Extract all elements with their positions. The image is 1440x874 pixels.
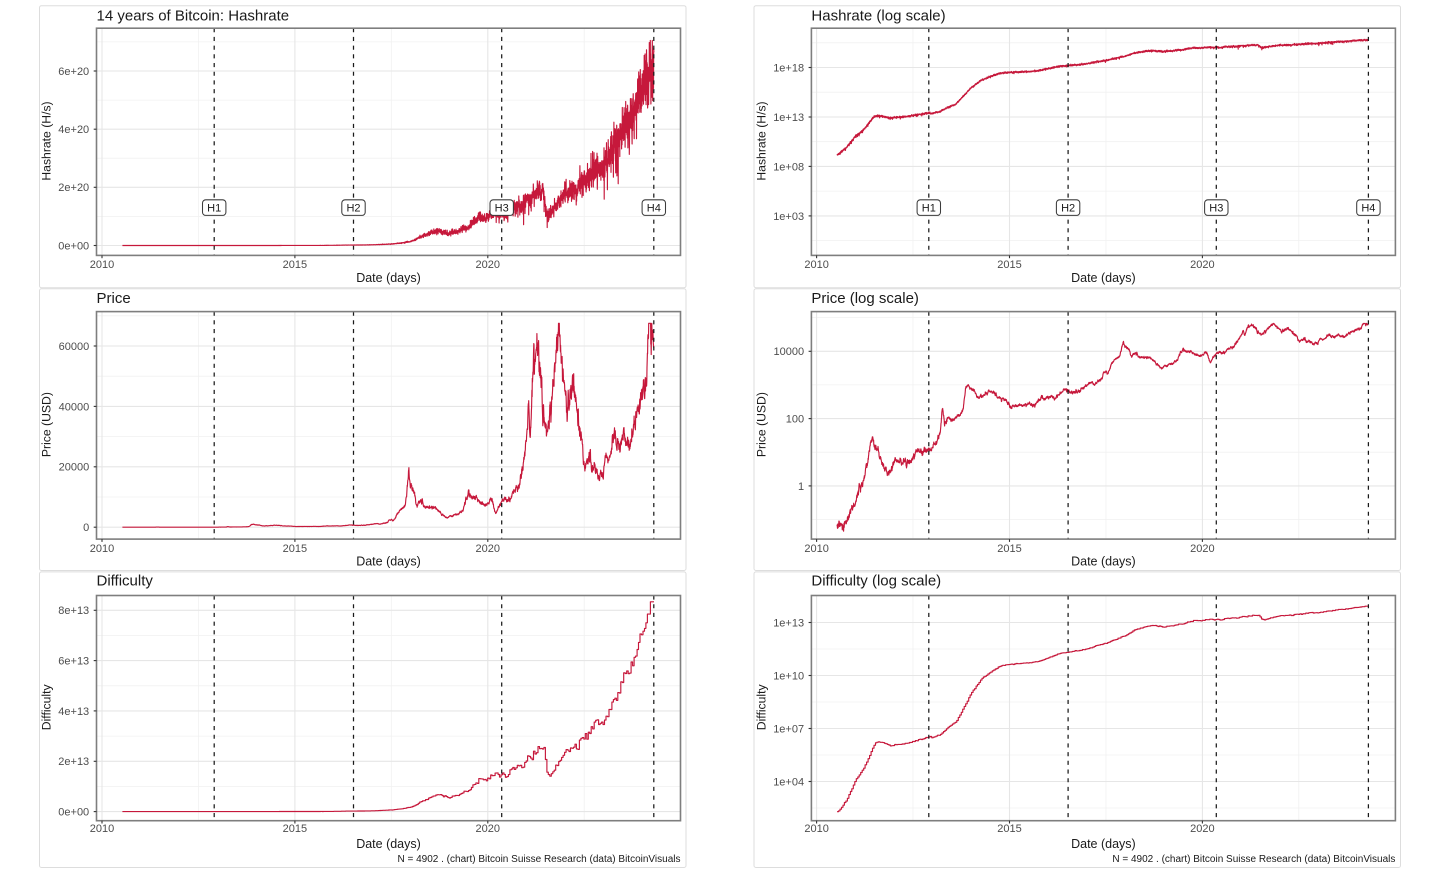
- svg-text:0e+00: 0e+00: [58, 807, 89, 819]
- svg-text:2020: 2020: [476, 259, 500, 271]
- svg-text:Date (days): Date (days): [356, 837, 421, 851]
- svg-text:Price (USD): Price (USD): [40, 392, 54, 457]
- svg-text:Difficulty: Difficulty: [40, 683, 54, 730]
- svg-text:4e+20: 4e+20: [58, 124, 89, 136]
- svg-text:1e+07: 1e+07: [773, 723, 804, 735]
- svg-text:H3: H3: [495, 202, 509, 214]
- svg-text:Difficulty (log scale): Difficulty (log scale): [811, 573, 941, 590]
- svg-text:2020: 2020: [476, 543, 500, 555]
- svg-text:Date (days): Date (days): [1071, 271, 1136, 285]
- svg-text:Hashrate (H/s): Hashrate (H/s): [40, 101, 54, 180]
- svg-text:2010: 2010: [804, 543, 828, 555]
- svg-text:2020: 2020: [1190, 543, 1214, 555]
- svg-text:100: 100: [786, 414, 804, 426]
- svg-text:6e+20: 6e+20: [58, 66, 89, 78]
- svg-text:Price (log scale): Price (log scale): [811, 290, 919, 307]
- svg-text:1e+18: 1e+18: [773, 62, 804, 74]
- svg-text:Difficulty: Difficulty: [97, 573, 154, 590]
- svg-text:Hashrate (H/s): Hashrate (H/s): [754, 101, 768, 180]
- svg-text:H2: H2: [1061, 202, 1075, 214]
- svg-text:2010: 2010: [90, 823, 114, 835]
- svg-text:Date (days): Date (days): [356, 271, 421, 285]
- svg-text:Hashrate (log scale): Hashrate (log scale): [811, 7, 945, 24]
- svg-text:H1: H1: [207, 202, 221, 214]
- svg-text:Date (days): Date (days): [1071, 837, 1136, 851]
- svg-text:1e+13: 1e+13: [773, 617, 804, 629]
- svg-text:40000: 40000: [59, 401, 90, 413]
- svg-text:Date (days): Date (days): [1071, 554, 1136, 568]
- svg-text:10000: 10000: [774, 346, 805, 358]
- svg-text:H4: H4: [1361, 202, 1375, 214]
- svg-text:2e+13: 2e+13: [58, 756, 89, 768]
- svg-text:2010: 2010: [90, 259, 114, 271]
- svg-text:4e+13: 4e+13: [58, 706, 89, 718]
- svg-text:20000: 20000: [59, 462, 90, 474]
- svg-text:0: 0: [83, 522, 89, 534]
- svg-text:2015: 2015: [997, 543, 1021, 555]
- svg-text:2015: 2015: [997, 259, 1021, 271]
- svg-text:6e+13: 6e+13: [58, 656, 89, 668]
- svg-text:1: 1: [798, 481, 804, 493]
- svg-text:N = 4902 . (chart) Bitcoin Sui: N = 4902 . (chart) Bitcoin Suisse Resear…: [397, 854, 680, 865]
- svg-text:1e+03: 1e+03: [773, 211, 804, 223]
- svg-text:2010: 2010: [804, 259, 828, 271]
- svg-text:Price (USD): Price (USD): [754, 392, 768, 457]
- svg-text:8e+13: 8e+13: [58, 605, 89, 617]
- svg-text:H2: H2: [346, 202, 360, 214]
- svg-text:0e+00: 0e+00: [58, 240, 89, 252]
- svg-text:Difficulty: Difficulty: [754, 683, 768, 730]
- svg-text:2010: 2010: [90, 543, 114, 555]
- svg-text:2020: 2020: [1190, 259, 1214, 271]
- svg-text:60000: 60000: [59, 341, 90, 353]
- svg-text:1e+13: 1e+13: [773, 112, 804, 124]
- svg-text:2015: 2015: [997, 823, 1021, 835]
- svg-text:1e+04: 1e+04: [773, 776, 804, 788]
- svg-text:2015: 2015: [283, 543, 307, 555]
- svg-text:1e+10: 1e+10: [773, 670, 804, 682]
- svg-text:14 years of Bitcoin: Hashrate: 14 years of Bitcoin: Hashrate: [97, 7, 290, 24]
- svg-text:1e+08: 1e+08: [773, 161, 804, 173]
- svg-text:2010: 2010: [804, 823, 828, 835]
- svg-text:2020: 2020: [1190, 823, 1214, 835]
- svg-text:2e+20: 2e+20: [58, 182, 89, 194]
- svg-text:H1: H1: [922, 202, 936, 214]
- svg-text:Price: Price: [97, 290, 131, 307]
- svg-text:2020: 2020: [476, 823, 500, 835]
- svg-text:Date (days): Date (days): [356, 554, 421, 568]
- svg-text:2015: 2015: [283, 823, 307, 835]
- svg-text:2015: 2015: [283, 259, 307, 271]
- svg-text:H4: H4: [647, 202, 661, 214]
- svg-text:H3: H3: [1209, 202, 1223, 214]
- svg-text:N = 4902 . (chart) Bitcoin Sui: N = 4902 . (chart) Bitcoin Suisse Resear…: [1112, 854, 1395, 865]
